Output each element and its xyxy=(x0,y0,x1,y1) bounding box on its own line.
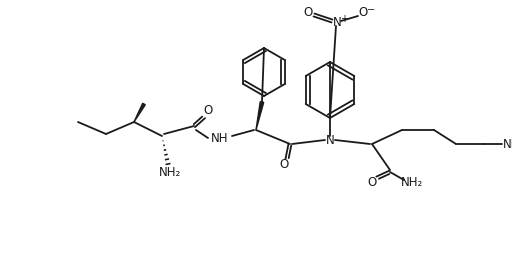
Text: NH₂: NH₂ xyxy=(401,176,423,188)
Text: NH: NH xyxy=(211,132,229,144)
Text: O: O xyxy=(203,104,212,116)
Text: O: O xyxy=(358,6,368,20)
Text: −: − xyxy=(367,5,375,15)
Text: N: N xyxy=(333,17,342,29)
Text: O: O xyxy=(280,157,289,171)
Text: N: N xyxy=(326,134,334,146)
Text: +: + xyxy=(340,14,348,24)
Polygon shape xyxy=(256,102,264,130)
Text: NH₂: NH₂ xyxy=(503,137,512,151)
Polygon shape xyxy=(134,103,145,122)
Text: NH₂: NH₂ xyxy=(159,165,181,179)
Text: O: O xyxy=(304,6,313,20)
Text: O: O xyxy=(368,176,377,188)
